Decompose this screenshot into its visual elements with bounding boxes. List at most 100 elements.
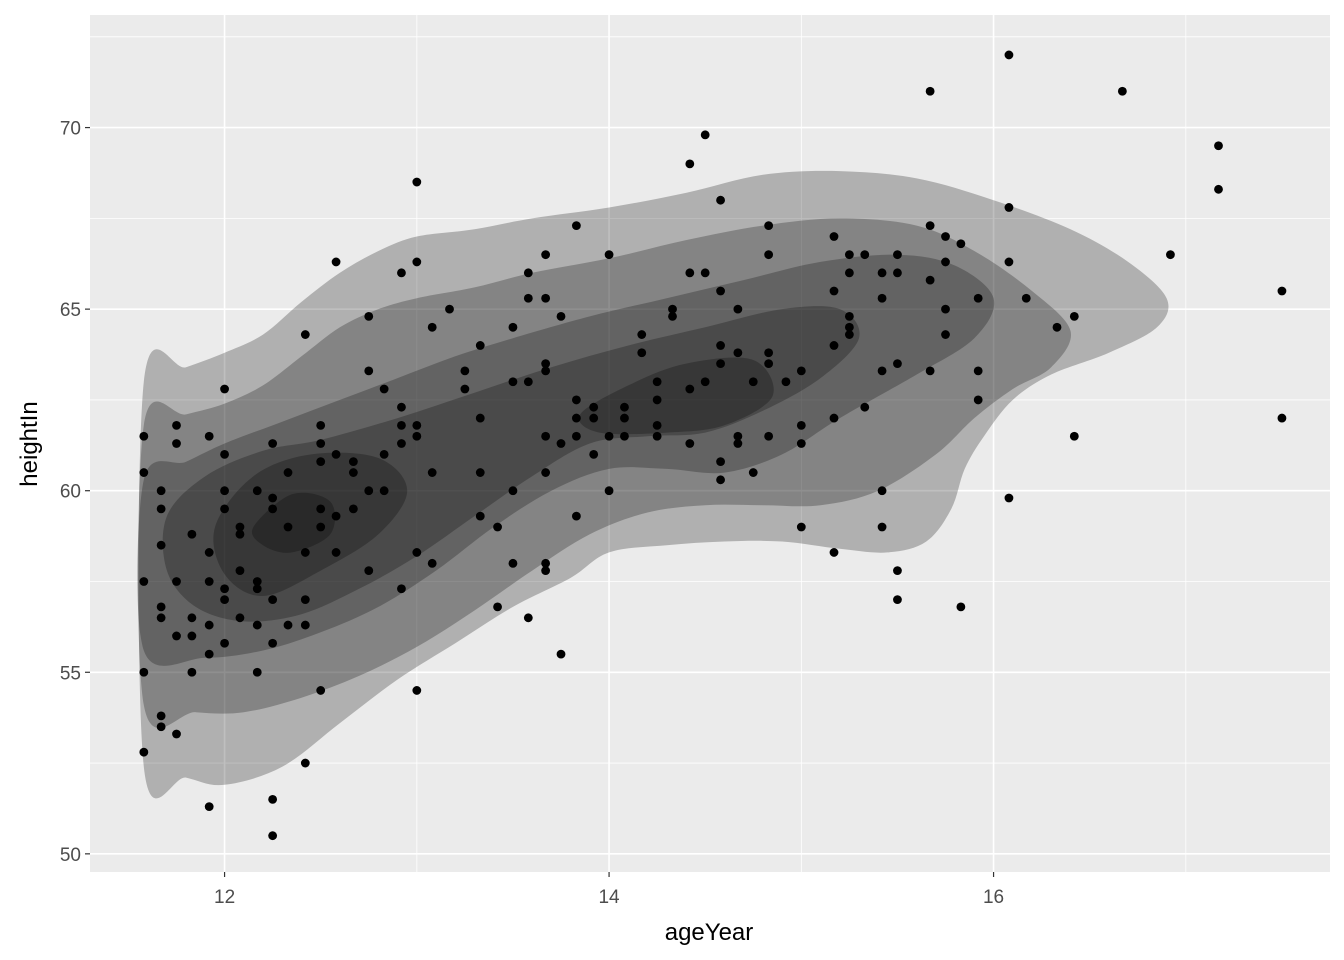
density-band-5: [213, 452, 408, 597]
data-point: [427, 558, 437, 568]
data-point: [652, 377, 662, 387]
data-point: [523, 613, 533, 623]
data-point: [620, 431, 629, 441]
data-point: [764, 431, 774, 441]
data-point: [364, 312, 374, 321]
data-point: [220, 504, 229, 514]
data-point: [187, 667, 197, 677]
data-point: [397, 268, 406, 278]
data-point: [589, 413, 599, 423]
data-point: [956, 602, 966, 612]
data-point: [316, 686, 326, 695]
data-point: [733, 439, 743, 448]
data-point: [379, 384, 389, 394]
data-point: [172, 439, 181, 448]
data-point: [156, 486, 166, 496]
data-point: [1069, 312, 1079, 321]
data-point: [796, 420, 806, 430]
data-point: [941, 232, 950, 241]
data-point: [445, 304, 454, 314]
data-point: [893, 359, 902, 369]
data-point: [716, 286, 725, 296]
data-point: [668, 312, 677, 321]
data-point: [652, 431, 662, 441]
data-point: [589, 402, 599, 412]
data-point: [1004, 203, 1014, 212]
data-point: [571, 395, 581, 405]
data-point: [508, 486, 518, 496]
data-point: [604, 431, 614, 441]
data-point: [685, 384, 695, 394]
data-point: [941, 257, 950, 267]
data-point: [493, 602, 502, 612]
data-point: [139, 667, 149, 677]
data-point: [1117, 86, 1127, 96]
data-point: [220, 486, 229, 496]
data-point: [637, 330, 647, 339]
data-point: [571, 221, 581, 231]
data-point: [220, 595, 229, 605]
data-point: [1214, 184, 1223, 194]
data-point: [283, 620, 293, 630]
data-points: [139, 50, 1287, 841]
data-point: [796, 366, 806, 376]
data-point: [412, 431, 422, 441]
data-point: [139, 747, 149, 757]
data-point: [235, 613, 245, 623]
data-point: [781, 377, 791, 387]
data-point: [412, 177, 422, 187]
data-point: [973, 395, 983, 405]
x-tick-label: 16: [983, 887, 1004, 908]
x-axis-title: ageYear: [665, 919, 754, 946]
data-point: [571, 511, 581, 521]
data-point: [620, 402, 629, 412]
data-point: [427, 468, 437, 477]
data-point: [379, 449, 389, 459]
data-point: [541, 366, 551, 376]
data-point: [300, 620, 310, 630]
data-point: [235, 566, 245, 575]
data-point: [844, 322, 854, 332]
data-point: [300, 595, 310, 605]
data-point: [460, 366, 470, 376]
data-point: [220, 638, 229, 648]
data-point: [331, 511, 341, 521]
data-point: [156, 540, 166, 550]
data-point: [252, 667, 262, 677]
data-point: [268, 794, 278, 804]
data-point: [475, 511, 485, 521]
data-point: [331, 548, 341, 557]
data-point: [733, 304, 743, 314]
data-point: [893, 595, 902, 605]
data-point: [331, 257, 341, 267]
data-point: [187, 613, 197, 623]
data-point: [685, 268, 695, 278]
y-axis-title: heightIn: [16, 401, 43, 486]
data-point: [925, 275, 935, 285]
data-point: [300, 758, 310, 768]
data-point: [844, 330, 854, 339]
data-point: [541, 293, 551, 303]
data-point: [1004, 257, 1014, 267]
data-point: [252, 620, 262, 630]
data-point: [1052, 322, 1062, 332]
data-point: [508, 558, 518, 568]
data-point: [571, 413, 581, 423]
data-point: [716, 359, 725, 369]
data-point: [956, 239, 966, 249]
data-point: [316, 457, 326, 467]
data-point: [508, 377, 518, 387]
data-point: [844, 250, 854, 260]
data-point: [620, 413, 629, 423]
data-point: [685, 439, 695, 448]
data-point: [331, 449, 341, 459]
data-point: [156, 711, 166, 721]
data-point: [493, 522, 502, 532]
data-point: [252, 584, 262, 594]
data-point: [604, 250, 614, 260]
data-point: [716, 457, 725, 467]
data-point: [637, 348, 647, 358]
data-point: [893, 566, 902, 575]
data-point: [748, 377, 758, 387]
